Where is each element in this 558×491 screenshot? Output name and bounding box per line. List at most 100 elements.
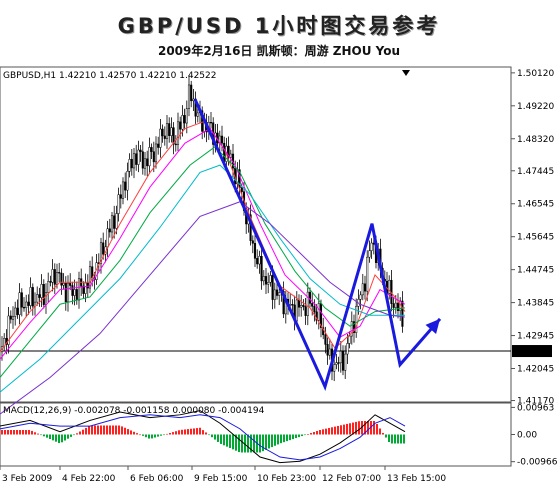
y-tick-label: 1.48320 (517, 135, 554, 145)
candle-body (121, 181, 125, 199)
candle (14, 301, 17, 326)
candle-body (196, 112, 199, 117)
candle (60, 268, 63, 295)
y-tick-label: 1.46545 (517, 200, 554, 210)
candle (121, 177, 125, 205)
candle-body (396, 302, 400, 311)
macd-histogram-bar (166, 433, 168, 435)
macd-histogram-bar (91, 425, 93, 435)
macd-histogram-bar (34, 432, 36, 435)
candle-body (260, 255, 263, 282)
candle (359, 291, 362, 310)
candle-body (47, 281, 50, 293)
candle-body (278, 292, 281, 296)
candle-body (7, 315, 10, 345)
macd-histogram-bar (316, 431, 318, 435)
candle (282, 281, 285, 318)
macd-histogram-bar (112, 425, 114, 435)
candle-body (84, 282, 87, 294)
macd-histogram-bar (388, 434, 390, 442)
macd-histogram-bar (43, 434, 45, 437)
candle-body (11, 316, 15, 320)
macd-histogram-bar (175, 431, 177, 435)
candle-body (168, 123, 171, 136)
macd-histogram-bar (208, 434, 210, 436)
macd-signal-line (0, 414, 406, 461)
candle (355, 298, 358, 338)
moving-average-line-5 (0, 201, 406, 415)
candle-body (359, 294, 362, 300)
candle-body (14, 307, 17, 317)
candle (82, 281, 85, 299)
candle (128, 153, 131, 178)
macd-histogram-bar (193, 428, 195, 435)
macd-histogram-bar (241, 434, 243, 453)
candle (117, 187, 120, 222)
macd-histogram-bar (367, 421, 369, 435)
macd-histogram-bar (250, 434, 252, 453)
candle (258, 250, 261, 274)
candle (110, 212, 114, 241)
candle-body (161, 128, 164, 137)
candle-body (251, 240, 254, 244)
macd-histogram-bar (286, 434, 288, 442)
candle (58, 262, 61, 283)
candle-body (36, 294, 39, 303)
candle-body (350, 321, 353, 337)
macd-histogram-bar (346, 423, 348, 435)
candle-body (317, 303, 320, 321)
candle (174, 135, 177, 152)
candle (51, 259, 54, 292)
chart-title: GBP/USD 1小时图交易参考 (117, 14, 441, 38)
candle-body (333, 364, 336, 372)
candle-body (18, 292, 21, 315)
candle-body (75, 289, 78, 301)
candle-body (29, 287, 32, 306)
macd-histogram-bar (118, 425, 120, 435)
candle-body (185, 108, 188, 124)
candle (396, 293, 400, 319)
candle (53, 263, 56, 294)
candle-body (262, 276, 265, 282)
macd-histogram-bar (202, 430, 204, 435)
macd-tick-label: -0.00966 (517, 458, 558, 468)
macd-histogram-bar (130, 430, 132, 435)
macd-histogram-bar (310, 433, 312, 435)
candle-body (282, 290, 285, 315)
macd-histogram-bar (394, 434, 396, 444)
macd-histogram-bar (151, 434, 153, 439)
macd-histogram-bar (22, 430, 24, 435)
macd-histogram-bar (226, 434, 228, 447)
macd-histogram-bar (337, 425, 339, 435)
macd-histogram-bar (82, 429, 84, 435)
candle (130, 149, 133, 176)
candle-body (361, 283, 364, 296)
macd-histogram-bar (319, 430, 321, 435)
candle (69, 273, 72, 291)
candle (55, 263, 59, 289)
macd-histogram-bar (223, 434, 225, 446)
candle-body (124, 181, 127, 191)
candle (302, 299, 305, 311)
macd-histogram-bar (322, 429, 324, 435)
x-tick-label: 10 Feb 23:00 (257, 474, 316, 484)
candle-body (82, 285, 85, 294)
candle (159, 118, 162, 158)
candle-body (154, 143, 158, 163)
macd-histogram-bar (181, 429, 183, 435)
candle (324, 326, 327, 354)
candle-body (152, 151, 155, 163)
candle-body (55, 272, 59, 285)
candle-body (16, 307, 19, 315)
candle-body (165, 123, 169, 139)
macd-histogram-bar (76, 433, 78, 435)
macd-histogram-bar (400, 434, 402, 444)
macd-histogram-bar (325, 428, 327, 435)
macd-histogram-bar (31, 430, 33, 435)
x-tick-label: 13 Feb 15:00 (387, 474, 446, 484)
candle-body (143, 158, 147, 169)
candle-body (88, 266, 92, 289)
candle-body (146, 158, 149, 167)
candle (7, 307, 10, 354)
macd-histogram-bar (154, 434, 156, 438)
